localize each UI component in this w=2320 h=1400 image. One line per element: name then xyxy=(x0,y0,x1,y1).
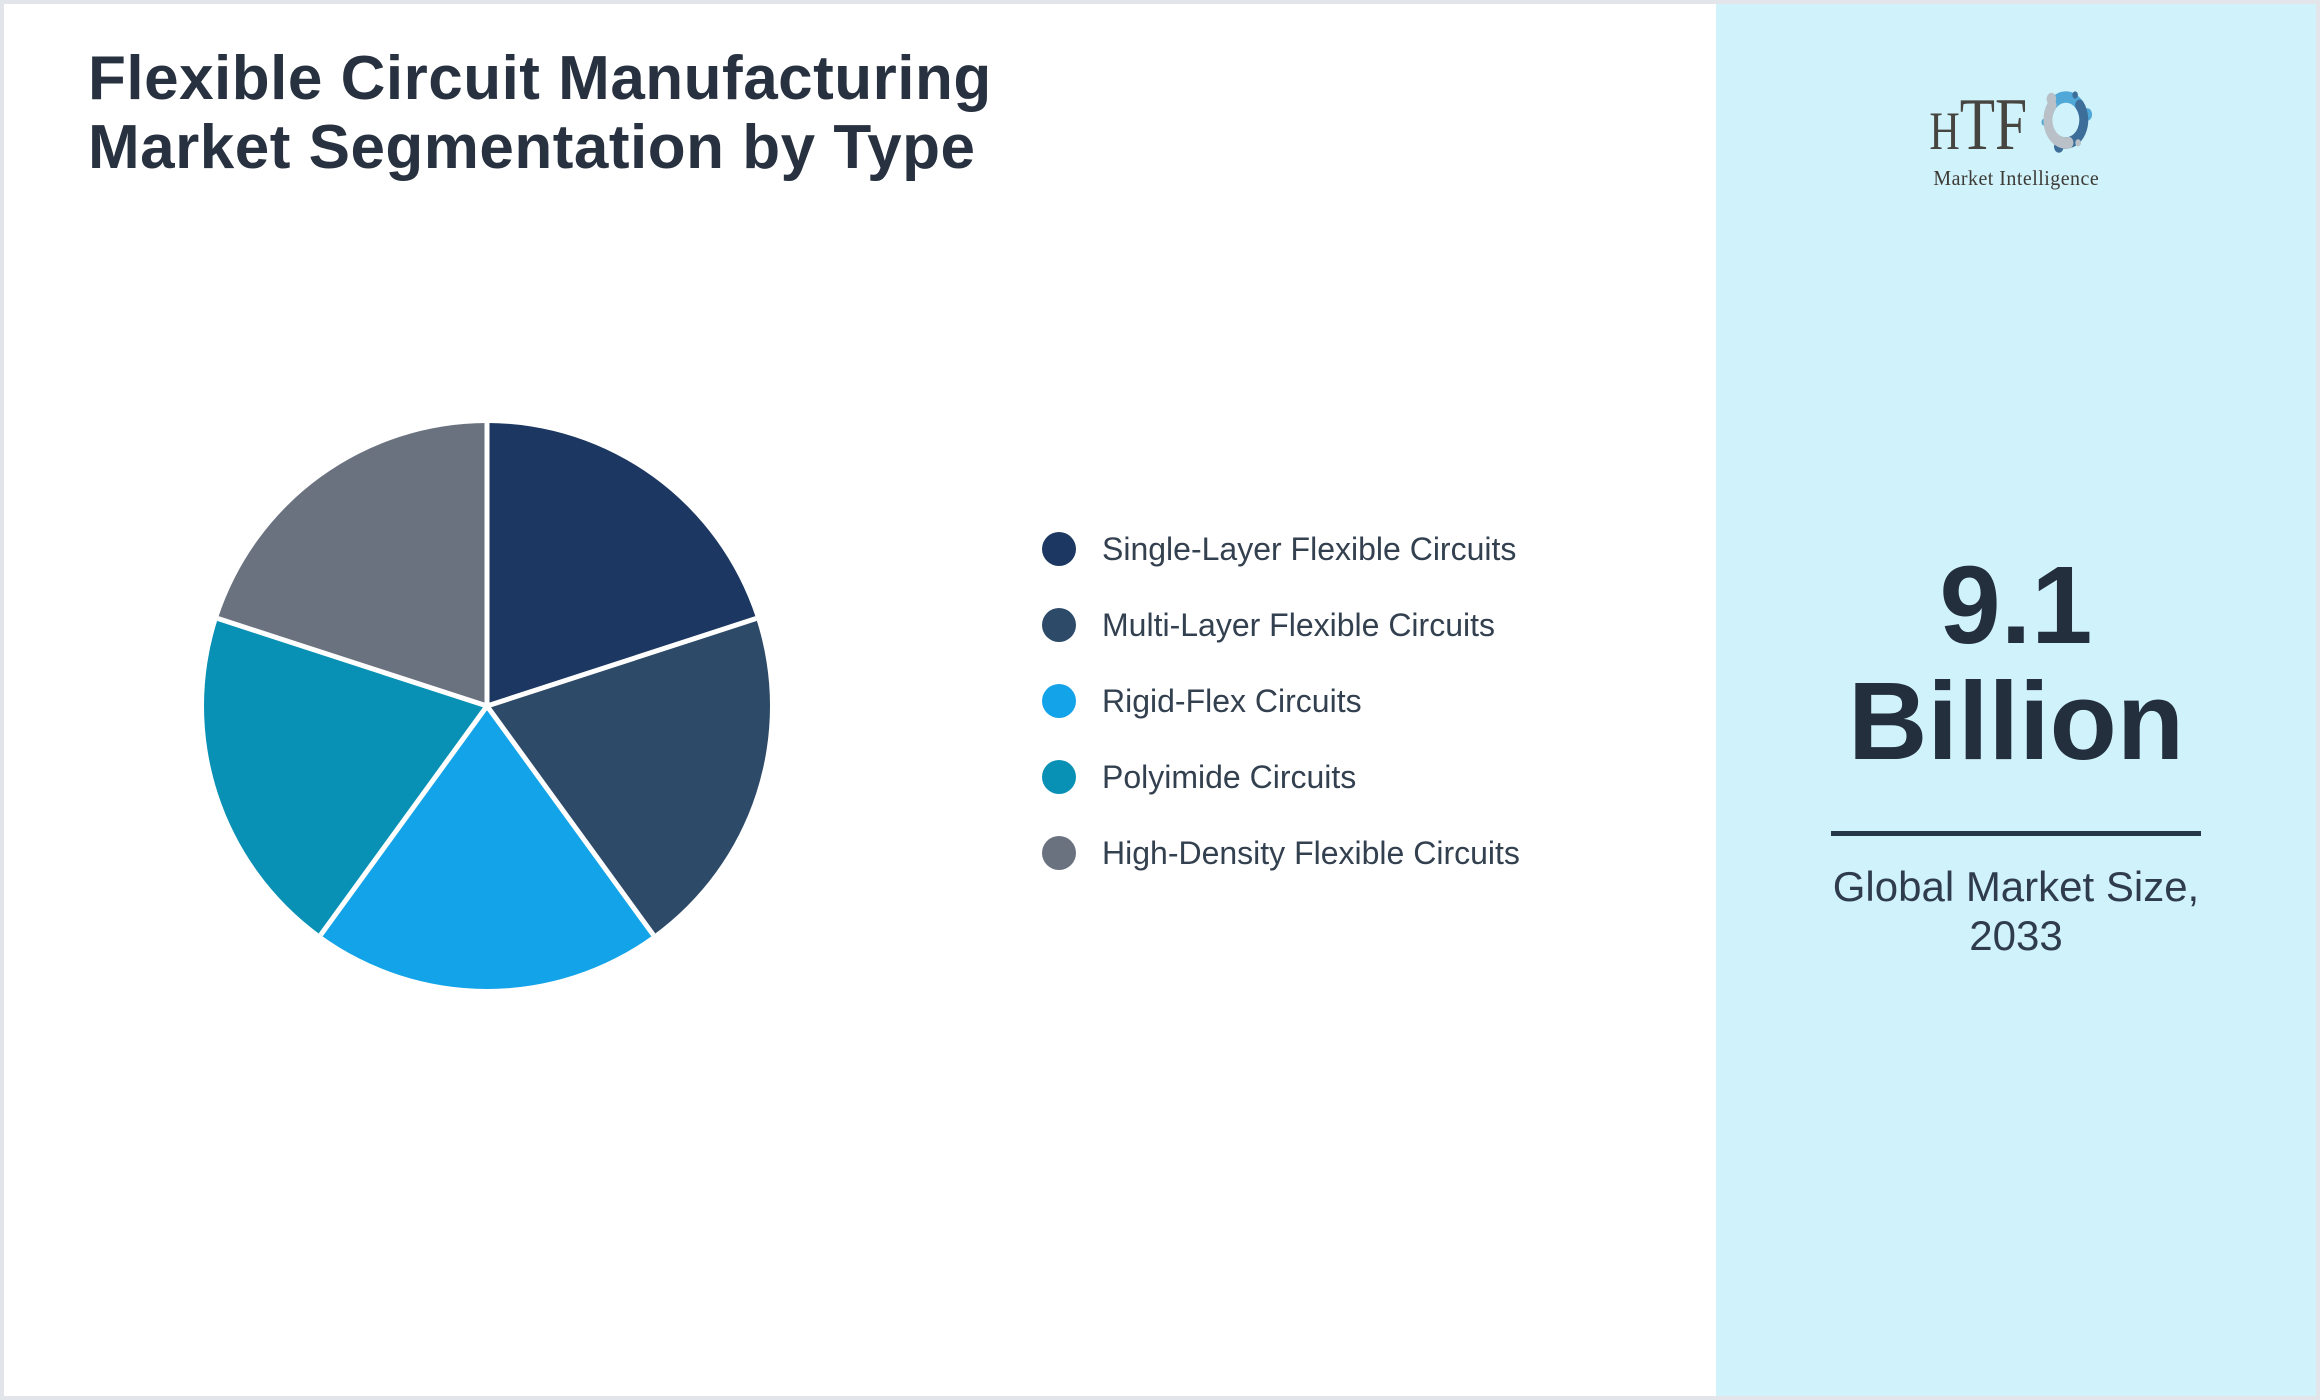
brand-logo-row: HTF xyxy=(1930,80,2103,162)
brand-letters-tf: TF xyxy=(1960,84,2028,166)
market-size-unit: Billion xyxy=(1847,660,2185,783)
market-size-caption-line2: 2033 xyxy=(1969,912,2063,959)
pie-slice-3 xyxy=(204,618,488,935)
market-size-caption: Global Market Size, 2033 xyxy=(1716,862,2316,960)
sidebar: HTF Mark xyxy=(1716,4,2316,1396)
legend-swatch xyxy=(1042,760,1076,794)
chart-legend: Single-Layer Flexible Circuits Multi-Laye… xyxy=(1042,530,1520,871)
legend-item: Multi-Layer Flexible Circuits xyxy=(1042,606,1520,643)
page-title: Flexible Circuit Manufacturing Market Se… xyxy=(88,44,992,182)
legend-item: High-Density Flexible Circuits xyxy=(1042,834,1520,871)
legend-item: Single-Layer Flexible Circuits xyxy=(1042,530,1520,567)
market-size-value: 9.1 Billion xyxy=(1716,548,2316,780)
pie-slice-separator xyxy=(484,704,656,937)
legend-label: Rigid-Flex Circuits xyxy=(1102,682,1362,719)
brand-swirl-figures-icon xyxy=(2042,91,2093,153)
legend-item: Polyimide Circuits xyxy=(1042,758,1520,795)
brand-subtitle: Market Intelligence xyxy=(1933,166,2099,190)
brand-logo: HTF Mark xyxy=(1716,80,2316,191)
legend-swatch xyxy=(1042,608,1076,642)
pie-slice-2 xyxy=(320,706,654,989)
legend-swatch xyxy=(1042,684,1076,718)
brand-wordmark: HTF xyxy=(1930,88,2028,162)
brand-letter-h: H xyxy=(1929,101,1961,161)
page-title-line2: Market Segmentation by Type xyxy=(88,113,976,182)
market-size-caption-line1: Global Market Size, xyxy=(1832,863,2200,910)
pie-slice-0 xyxy=(487,423,757,706)
legend-label: Single-Layer Flexible Circuits xyxy=(1102,530,1517,567)
market-size-number: 9.1 xyxy=(1939,544,2093,667)
legend-swatch xyxy=(1042,836,1076,870)
legend-swatch xyxy=(1042,532,1076,566)
legend-item: Rigid-Flex Circuits xyxy=(1042,682,1520,719)
legend-label: High-Density Flexible Circuits xyxy=(1102,834,1520,871)
pie-chart xyxy=(204,423,770,989)
pie-slice-separator xyxy=(318,704,490,937)
legend-label: Polyimide Circuits xyxy=(1102,758,1357,795)
legend-label: Multi-Layer Flexible Circuits xyxy=(1102,606,1495,643)
page-title-line1: Flexible Circuit Manufacturing xyxy=(88,44,992,113)
swirl-figure xyxy=(2044,92,2082,149)
pie-slice-1 xyxy=(487,618,770,935)
pie-slice-separator xyxy=(217,616,488,709)
pie-slice-4 xyxy=(217,423,487,706)
divider-line xyxy=(1831,831,2201,836)
pie-slice-separator xyxy=(486,616,757,709)
